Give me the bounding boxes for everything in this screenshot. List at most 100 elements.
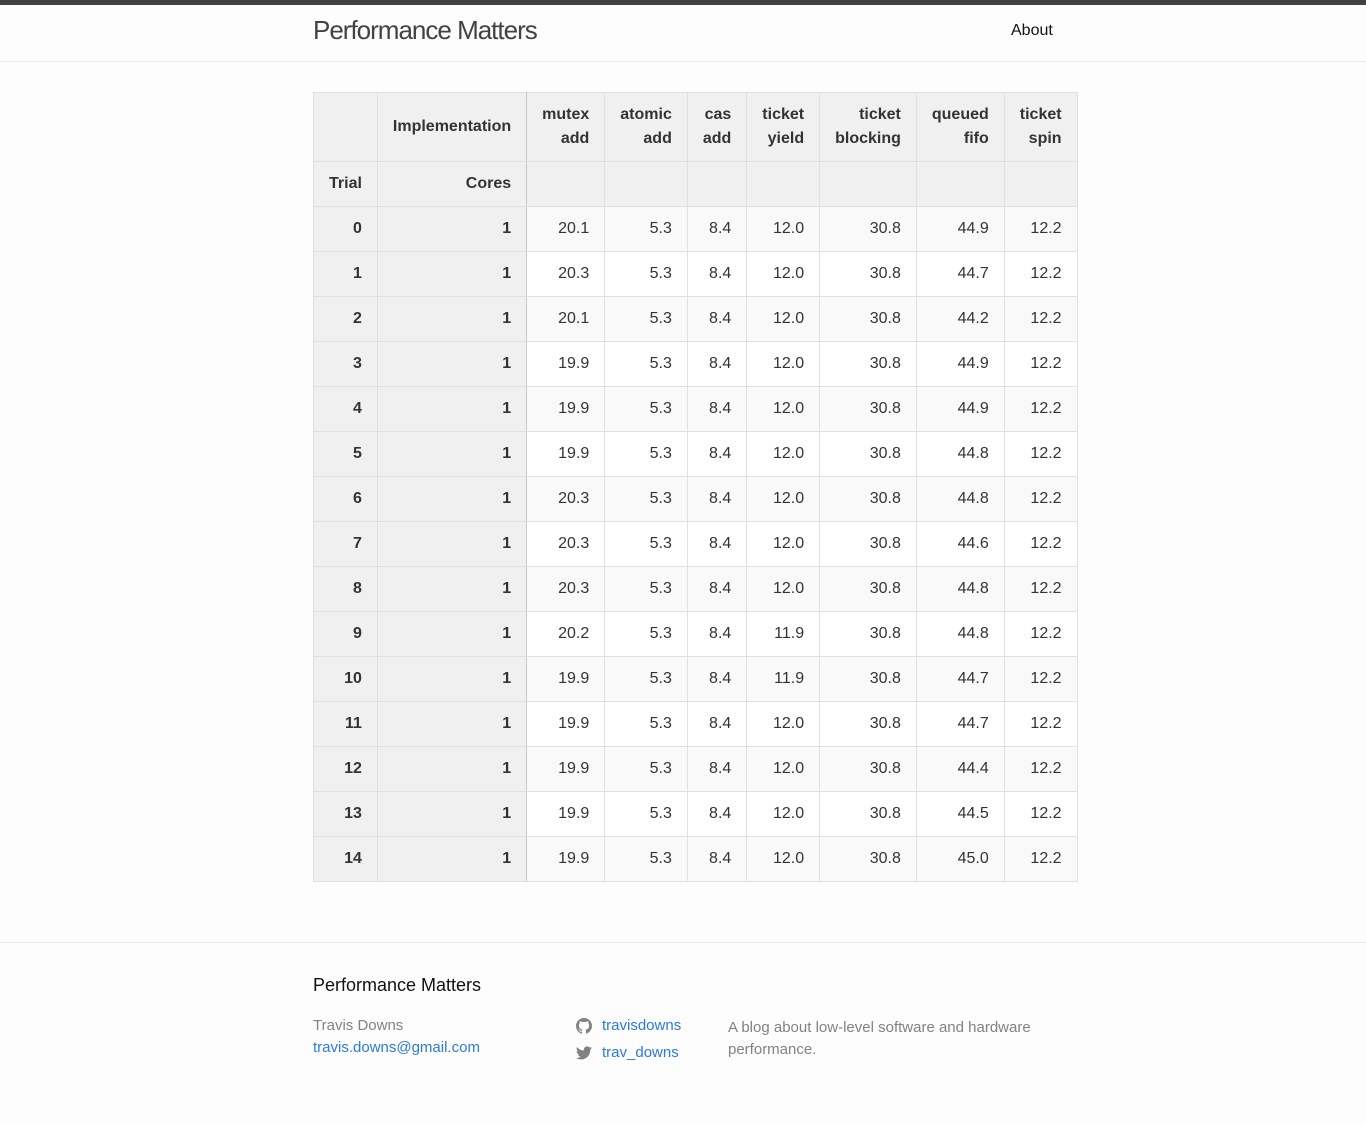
value-cell: 5.3 <box>604 566 688 612</box>
value-cell: 8.4 <box>686 791 748 837</box>
value-cell: 5.3 <box>604 836 688 882</box>
value-cell: 11.9 <box>746 611 821 657</box>
site-footer: Performance Matters Travis Downs travis.… <box>0 942 1366 1125</box>
value-cell: 5.3 <box>604 746 688 792</box>
results-table: Implementation mutex add atomic add cas add… <box>313 92 1078 882</box>
value-cell: 44.8 <box>915 476 1005 522</box>
value-cell: 12.0 <box>746 791 821 837</box>
value-cell: 8.4 <box>686 476 748 522</box>
value-cell: 30.8 <box>819 251 917 297</box>
value-cell: 19.9 <box>526 701 606 747</box>
cores-cell: 1 <box>376 701 528 747</box>
twitter-link[interactable]: trav_downs <box>576 1044 679 1061</box>
table-row: 14 1 19.9 5.3 8.4 12.0 30.8 45.0 12.2 <box>313 836 1078 882</box>
cores-cell: 1 <box>376 791 528 837</box>
value-cell: 8.4 <box>686 341 748 387</box>
value-cell: 8.4 <box>686 566 748 612</box>
column-header <box>526 161 606 207</box>
column-header <box>313 92 378 162</box>
trial-cell: 1 <box>313 251 378 297</box>
value-cell: 5.3 <box>604 476 688 522</box>
cores-cell: 1 <box>376 521 528 567</box>
github-link[interactable]: travisdowns <box>576 1017 681 1034</box>
value-cell: 12.2 <box>1003 611 1078 657</box>
value-cell: 8.4 <box>686 296 748 342</box>
value-cell: 12.2 <box>1003 566 1078 612</box>
value-cell: 5.3 <box>604 206 688 252</box>
trial-cell: 4 <box>313 386 378 432</box>
value-cell: 12.0 <box>746 566 821 612</box>
value-cell: 11.9 <box>746 656 821 702</box>
cores-cell: 1 <box>376 251 528 297</box>
column-header: mutex add <box>526 92 606 162</box>
value-cell: 5.3 <box>604 701 688 747</box>
trial-cell: 3 <box>313 341 378 387</box>
trial-cell: 8 <box>313 566 378 612</box>
trial-cell: 9 <box>313 611 378 657</box>
trial-cell: 14 <box>313 836 378 882</box>
footer-author-name: Travis Downs <box>313 1017 404 1034</box>
column-header: Implementation <box>376 92 528 162</box>
table-row: 0 1 20.1 5.3 8.4 12.0 30.8 44.9 12.2 <box>313 206 1078 252</box>
results-table-container: Implementation mutex add atomic add cas add… <box>313 92 1078 882</box>
value-cell: 12.2 <box>1003 296 1078 342</box>
nav-about-link[interactable]: About <box>1011 22 1053 39</box>
table-row: 11 1 19.9 5.3 8.4 12.0 30.8 44.7 12.2 <box>313 701 1078 747</box>
cores-cell: 1 <box>376 476 528 522</box>
value-cell: 44.2 <box>915 296 1005 342</box>
value-cell: 44.5 <box>915 791 1005 837</box>
trial-cell: 10 <box>313 656 378 702</box>
table-row: 2 1 20.1 5.3 8.4 12.0 30.8 44.2 12.2 <box>313 296 1078 342</box>
value-cell: 5.3 <box>604 791 688 837</box>
value-cell: 19.9 <box>526 746 606 792</box>
value-cell: 30.8 <box>819 701 917 747</box>
column-header: ticket spin <box>1003 92 1078 162</box>
value-cell: 12.0 <box>746 251 821 297</box>
cores-cell: 1 <box>376 206 528 252</box>
value-cell: 5.3 <box>604 251 688 297</box>
table-row: 4 1 19.9 5.3 8.4 12.0 30.8 44.9 12.2 <box>313 386 1078 432</box>
value-cell: 12.0 <box>746 341 821 387</box>
column-header <box>819 161 917 207</box>
site-title-link[interactable]: Performance Matters <box>313 15 538 45</box>
value-cell: 12.0 <box>746 746 821 792</box>
value-cell: 12.2 <box>1003 791 1078 837</box>
value-cell: 5.3 <box>604 656 688 702</box>
value-cell: 8.4 <box>686 746 748 792</box>
column-header: Trial <box>313 161 378 207</box>
column-header: Cores <box>376 161 528 207</box>
value-cell: 44.8 <box>915 611 1005 657</box>
footer-email-link[interactable]: travis.downs@gmail.com <box>313 1039 480 1056</box>
value-cell: 12.2 <box>1003 656 1078 702</box>
value-cell: 12.2 <box>1003 206 1078 252</box>
value-cell: 30.8 <box>819 611 917 657</box>
table-header-row: Implementation mutex add atomic add cas add… <box>313 92 1078 162</box>
value-cell: 44.8 <box>915 566 1005 612</box>
value-cell: 44.6 <box>915 521 1005 567</box>
value-cell: 8.4 <box>686 251 748 297</box>
site-header: Performance Matters About <box>0 5 1366 62</box>
cores-cell: 1 <box>376 656 528 702</box>
value-cell: 12.2 <box>1003 431 1078 477</box>
value-cell: 19.9 <box>526 341 606 387</box>
column-header: atomic add <box>604 92 688 162</box>
trial-cell: 12 <box>313 746 378 792</box>
table-row: 7 1 20.3 5.3 8.4 12.0 30.8 44.6 12.2 <box>313 521 1078 567</box>
value-cell: 12.2 <box>1003 701 1078 747</box>
value-cell: 5.3 <box>604 611 688 657</box>
value-cell: 20.3 <box>526 251 606 297</box>
value-cell: 44.7 <box>915 656 1005 702</box>
github-icon <box>576 1017 592 1034</box>
value-cell: 44.7 <box>915 701 1005 747</box>
value-cell: 44.9 <box>915 341 1005 387</box>
value-cell: 12.2 <box>1003 251 1078 297</box>
value-cell: 12.2 <box>1003 341 1078 387</box>
value-cell: 12.0 <box>746 521 821 567</box>
table-row: 1 1 20.3 5.3 8.4 12.0 30.8 44.7 12.2 <box>313 251 1078 297</box>
column-header: ticket blocking <box>819 92 917 162</box>
value-cell: 20.3 <box>526 566 606 612</box>
value-cell: 8.4 <box>686 656 748 702</box>
value-cell: 12.2 <box>1003 386 1078 432</box>
value-cell: 12.2 <box>1003 521 1078 567</box>
value-cell: 30.8 <box>819 566 917 612</box>
